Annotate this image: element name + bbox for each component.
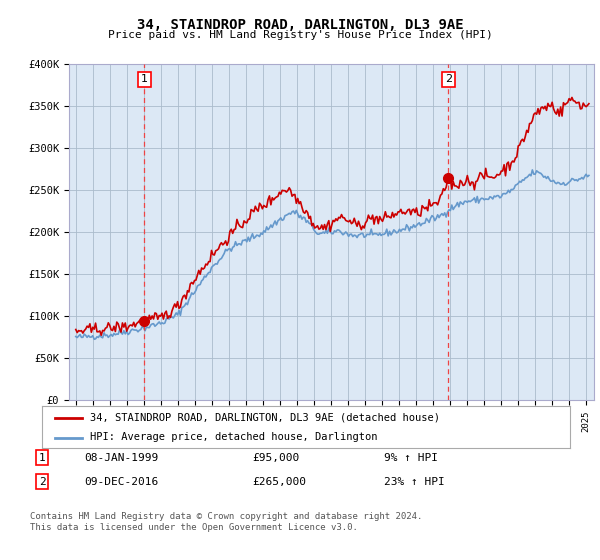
Text: £95,000: £95,000 bbox=[252, 452, 299, 463]
Text: 34, STAINDROP ROAD, DARLINGTON, DL3 9AE: 34, STAINDROP ROAD, DARLINGTON, DL3 9AE bbox=[137, 18, 463, 32]
Text: 2: 2 bbox=[38, 477, 46, 487]
Text: 23% ↑ HPI: 23% ↑ HPI bbox=[384, 477, 445, 487]
Text: 9% ↑ HPI: 9% ↑ HPI bbox=[384, 452, 438, 463]
Text: 2: 2 bbox=[445, 74, 452, 85]
Text: 1: 1 bbox=[141, 74, 148, 85]
Text: 09-DEC-2016: 09-DEC-2016 bbox=[84, 477, 158, 487]
Text: HPI: Average price, detached house, Darlington: HPI: Average price, detached house, Darl… bbox=[89, 432, 377, 442]
Text: Contains HM Land Registry data © Crown copyright and database right 2024.
This d: Contains HM Land Registry data © Crown c… bbox=[30, 512, 422, 532]
Text: Price paid vs. HM Land Registry's House Price Index (HPI): Price paid vs. HM Land Registry's House … bbox=[107, 30, 493, 40]
Text: £265,000: £265,000 bbox=[252, 477, 306, 487]
Text: 08-JAN-1999: 08-JAN-1999 bbox=[84, 452, 158, 463]
Text: 34, STAINDROP ROAD, DARLINGTON, DL3 9AE (detached house): 34, STAINDROP ROAD, DARLINGTON, DL3 9AE … bbox=[89, 413, 440, 423]
Text: 1: 1 bbox=[38, 452, 46, 463]
